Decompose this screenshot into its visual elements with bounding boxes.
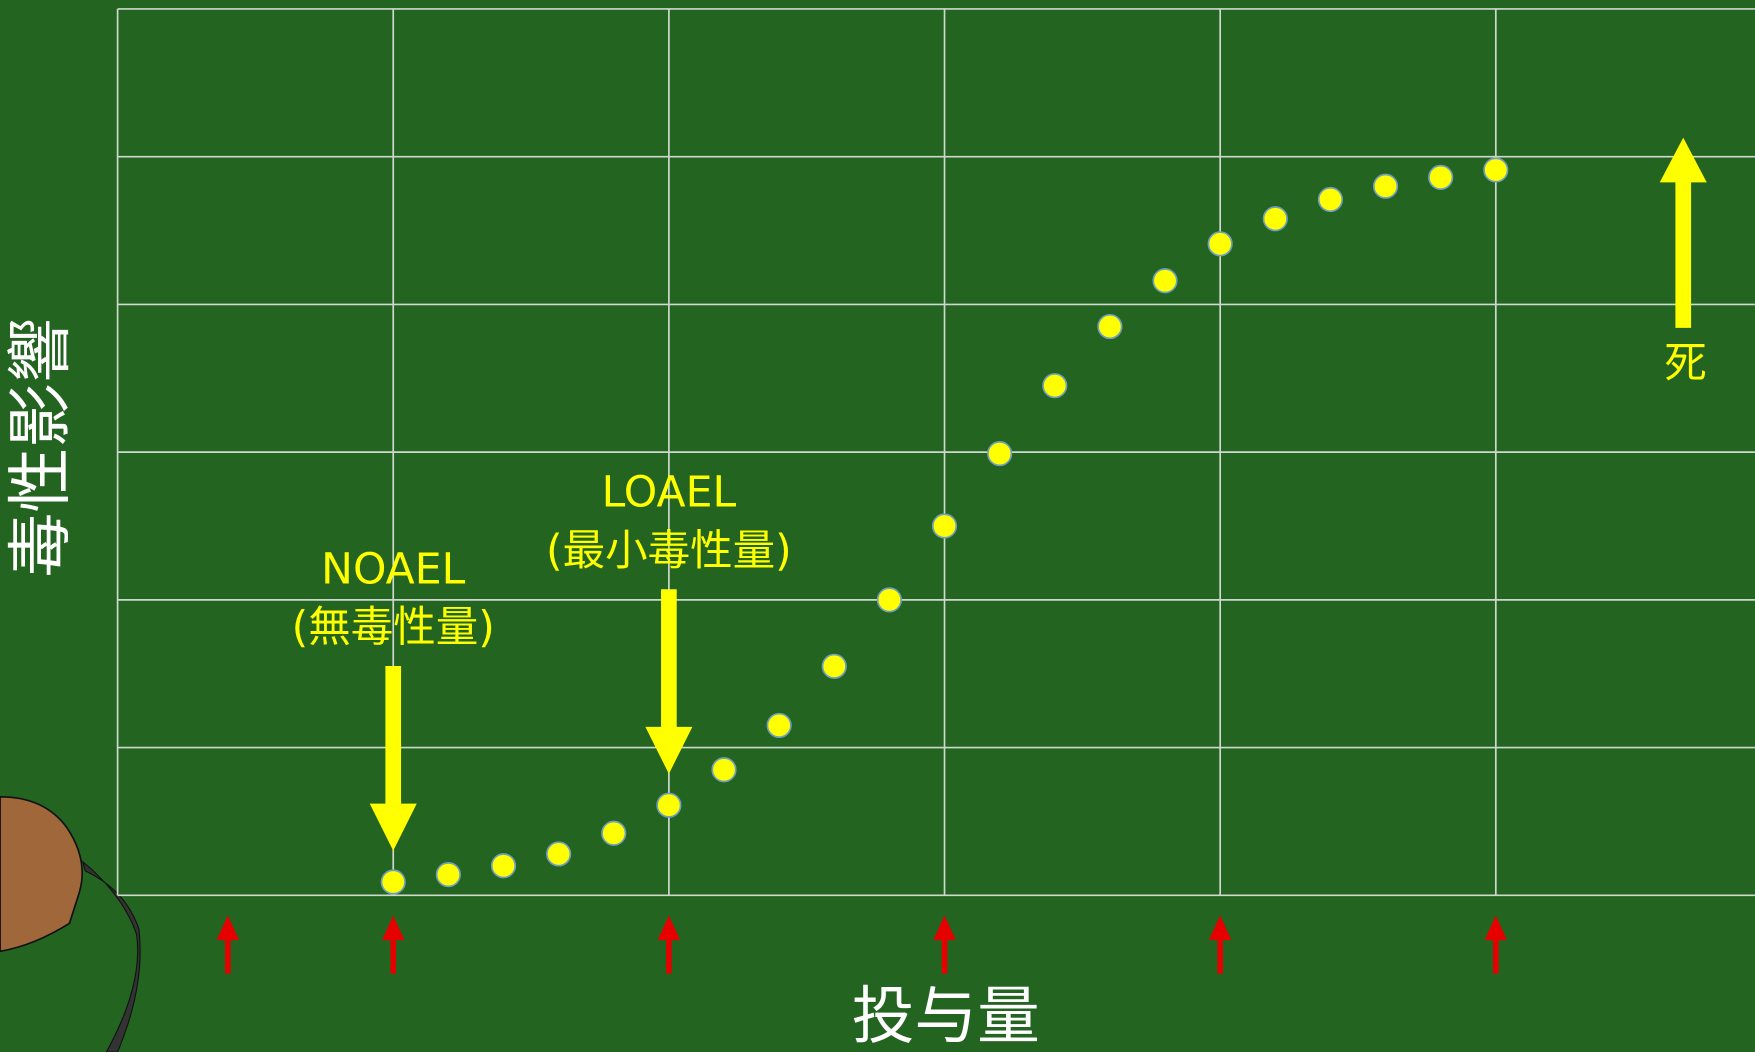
annotation-arrow bbox=[369, 666, 417, 851]
annotation-arrow bbox=[1659, 137, 1707, 328]
annotation-text: NOAEL bbox=[321, 546, 465, 595]
dose-marker bbox=[216, 915, 240, 974]
dose-marker bbox=[1208, 915, 1232, 974]
decoration bbox=[0, 795, 83, 953]
data-point bbox=[546, 841, 572, 867]
data-point bbox=[490, 853, 517, 879]
data-point bbox=[1428, 164, 1454, 190]
data-point bbox=[711, 757, 737, 783]
data-point bbox=[931, 513, 958, 539]
data-point bbox=[1207, 231, 1233, 257]
data-point bbox=[876, 587, 902, 613]
data-point bbox=[987, 441, 1013, 467]
data-point bbox=[1042, 373, 1068, 399]
dose-marker bbox=[933, 915, 956, 974]
annotation-text: (無毒性量) bbox=[292, 604, 495, 653]
annotation-arrow bbox=[645, 589, 693, 774]
dose-marker bbox=[657, 915, 681, 974]
annotation-text: 死 bbox=[1664, 339, 1707, 388]
data-point bbox=[380, 869, 406, 895]
y-axis-label: 毒性影響 bbox=[3, 318, 78, 578]
data-point bbox=[1317, 186, 1344, 213]
data-point bbox=[1097, 313, 1123, 340]
data-point bbox=[656, 792, 682, 818]
data-point bbox=[1262, 206, 1288, 232]
x-axis-label: 投与量 bbox=[852, 980, 1040, 1052]
data-point bbox=[1152, 268, 1178, 294]
decoration bbox=[81, 860, 141, 1052]
data-point bbox=[601, 820, 627, 846]
data-point bbox=[821, 653, 847, 679]
dose-marker bbox=[382, 915, 405, 974]
dose-marker bbox=[1484, 915, 1508, 974]
data-point bbox=[1483, 157, 1509, 183]
annotation-text: (最小毒性量) bbox=[546, 527, 792, 576]
data-point bbox=[766, 712, 792, 739]
annotation-text: LOAEL bbox=[602, 469, 737, 518]
data-point bbox=[1372, 173, 1399, 199]
data-point bbox=[435, 862, 461, 888]
